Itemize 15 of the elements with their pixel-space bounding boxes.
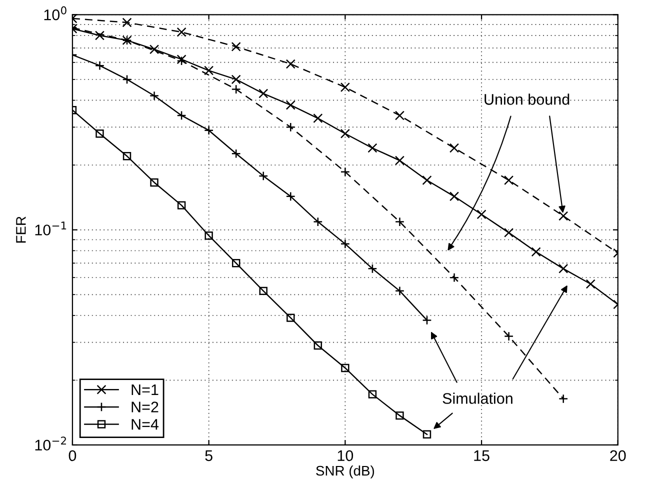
- y-axis-title: FER: [16, 216, 26, 243]
- x-tick-label: 15: [474, 450, 490, 462]
- x-tick-label: 5: [205, 450, 212, 462]
- x-tick-label: 20: [610, 450, 626, 462]
- x-tick-label: 0: [68, 450, 76, 462]
- legend-label: N=2: [132, 402, 158, 412]
- annotation: Union bound: [484, 94, 570, 105]
- annotation: Simulation: [442, 392, 512, 404]
- x-axis-title: SNR (dB): [316, 465, 374, 478]
- legend-label: N=1: [132, 384, 158, 396]
- y-tick-label: 10$^{0}$: [44, 6, 66, 20]
- x-tick-label: 10: [338, 450, 354, 462]
- legend-label: N=4: [132, 419, 159, 430]
- y-tick-label: 10$^{−1}$: [35, 222, 66, 236]
- y-tick-label: 10$^{−2}$: [35, 436, 66, 451]
